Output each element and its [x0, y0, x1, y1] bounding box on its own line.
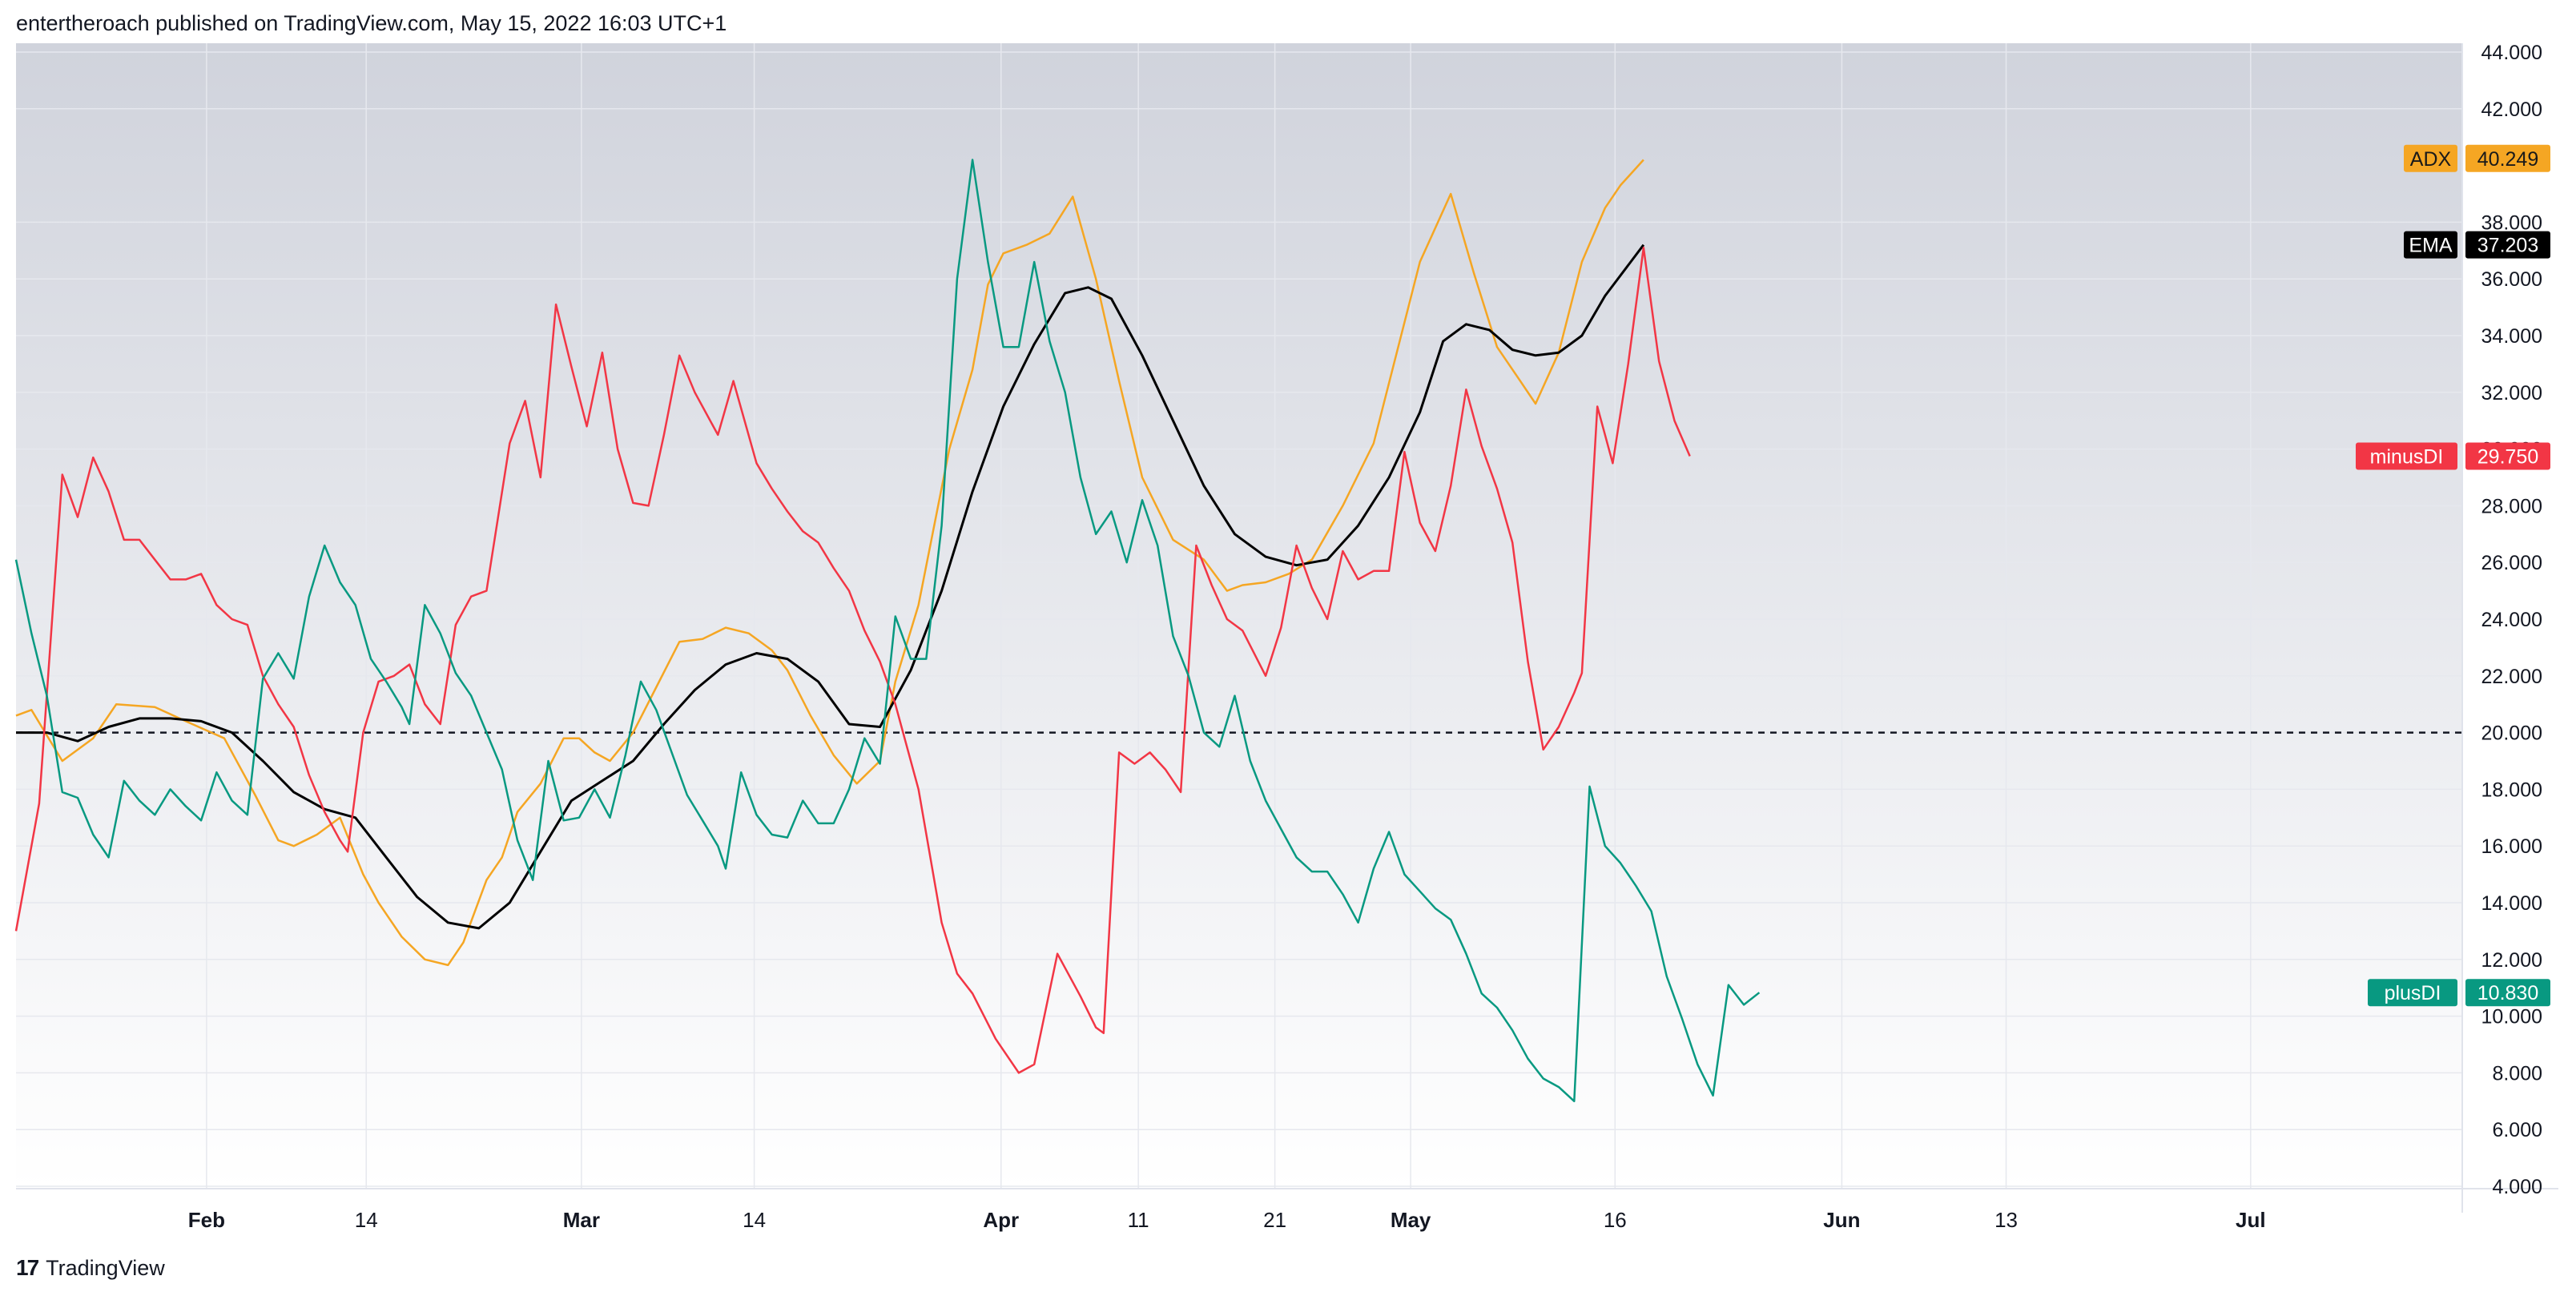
series-value-label-adx: 40.249 — [2477, 148, 2538, 171]
price-axis[interactable]: 44.00042.00038.00036.00034.00032.00030.0… — [2481, 42, 2542, 1198]
y-tick-label: 26.000 — [2481, 552, 2542, 574]
series-value-labels: ADX 40.249 EMA 37.203 minusDI 29.750 plusDI 10.… — [2356, 144, 2550, 1007]
x-tick-label: Apr — [983, 1208, 1019, 1232]
y-tick-label: 24.000 — [2481, 609, 2542, 631]
y-tick-label: 20.000 — [2481, 722, 2542, 745]
footer-branding[interactable]: 17 TradingView — [16, 1252, 165, 1284]
series-name-badge-plusdi — [2368, 979, 2457, 1007]
x-tick-label: 13 — [1994, 1208, 2018, 1232]
published-header: entertheroach published on TradingView.c… — [16, 11, 727, 35]
x-tick-label: 16 — [1604, 1208, 1627, 1232]
y-tick-label: 14.000 — [2481, 892, 2542, 915]
y-tick-label: 36.000 — [2481, 268, 2542, 291]
x-tick-label: Feb — [188, 1208, 225, 1232]
series-value-label-minusdi: 29.750 — [2477, 445, 2538, 468]
tradingview-logo-icon: 17 — [16, 1255, 39, 1280]
y-tick-label: 34.000 — [2481, 325, 2542, 348]
series-name-label-minusdi: minusDI — [2370, 445, 2444, 468]
y-tick-label: 4.000 — [2492, 1176, 2542, 1198]
x-tick-label: 14 — [743, 1208, 766, 1232]
y-tick-label: 38.000 — [2481, 211, 2542, 234]
series-name-badge-minusdi — [2356, 442, 2457, 470]
y-tick-label: 18.000 — [2481, 779, 2542, 801]
y-tick-label: 28.000 — [2481, 495, 2542, 517]
series-name-badge-ema — [2404, 231, 2457, 259]
plot-background — [16, 43, 2462, 1189]
y-tick-label: 44.000 — [2481, 42, 2542, 64]
series-line-adx[interactable] — [15, 159, 1644, 967]
y-tick-label: 16.000 — [2481, 835, 2542, 858]
y-tick-label: 12.000 — [2481, 949, 2542, 972]
y-tick-label: 42.000 — [2481, 99, 2542, 121]
grid-lines — [16, 43, 2462, 1189]
y-tick-label: 32.000 — [2481, 382, 2542, 404]
series-value-label-ema: 37.203 — [2477, 235, 2538, 257]
x-tick-label: Jul — [2236, 1208, 2266, 1232]
x-tick-label: 14 — [355, 1208, 378, 1232]
series-value-badge-adx — [2465, 144, 2550, 172]
series-line-plusdi[interactable] — [14, 159, 1761, 1103]
series-name-label-adx: ADX — [2410, 148, 2452, 171]
x-tick-label: 21 — [1263, 1208, 1286, 1232]
footer-brand-text: TradingView — [46, 1255, 165, 1280]
x-tick-label: Jun — [1823, 1208, 1860, 1232]
series-value-badge-minusdi — [2465, 442, 2550, 470]
series-name-label-plusdi: plusDI — [2385, 982, 2441, 1004]
x-tick-label: 11 — [1128, 1208, 1149, 1232]
x-tick-label: May — [1391, 1208, 1431, 1232]
series-line-minusdi[interactable] — [14, 247, 1691, 1074]
y-tick-label: 10.000 — [2481, 1006, 2542, 1028]
y-tick-label: 8.000 — [2492, 1062, 2542, 1085]
series-value-badge-plusdi — [2465, 979, 2550, 1007]
y-tick-label: 6.000 — [2492, 1119, 2542, 1141]
series-name-label-ema: EMA — [2409, 235, 2453, 257]
x-tick-label: Mar — [563, 1208, 600, 1232]
indicator-chart[interactable]: 44.00042.00038.00036.00034.00032.00030.0… — [0, 0, 2576, 1250]
series-line-ema[interactable] — [16, 244, 1645, 930]
time-axis[interactable]: Feb 14 Mar 14 Apr 11 21 May 16 Jun 13 Jul — [188, 1208, 2266, 1232]
series-name-badge-adx — [2404, 144, 2457, 172]
series-value-badge-ema — [2465, 231, 2550, 259]
y-tick-label: 22.000 — [2481, 666, 2542, 688]
series-value-label-plusdi: 10.830 — [2477, 982, 2538, 1004]
series-layer — [14, 159, 1761, 1103]
